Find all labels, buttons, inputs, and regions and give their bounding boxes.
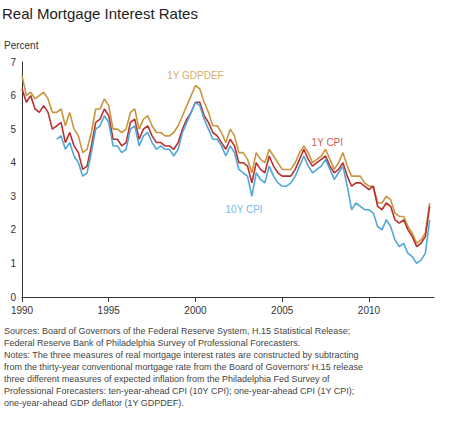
- svg-text:2000: 2000: [184, 305, 207, 316]
- svg-text:2005: 2005: [271, 305, 294, 316]
- svg-text:Percent: Percent: [4, 40, 39, 51]
- svg-text:1990: 1990: [11, 305, 34, 316]
- svg-text:1: 1: [10, 258, 16, 269]
- svg-text:1995: 1995: [98, 305, 121, 316]
- svg-text:1Y GDPDEF: 1Y GDPDEF: [167, 70, 224, 81]
- svg-text:7: 7: [10, 57, 16, 68]
- svg-text:one-year-ahead GDP deflator (1: one-year-ahead GDP deflator (1Y GDPDEF).: [4, 398, 184, 408]
- svg-text:from the thirty-year conventio: from the thirty-year conventional mortga…: [4, 362, 363, 372]
- svg-text:1Y CPI: 1Y CPI: [312, 137, 344, 148]
- svg-text:2010: 2010: [358, 305, 381, 316]
- svg-text:Federal Reserve Bank of Philad: Federal Reserve Bank of Philadelphia Sur…: [4, 338, 300, 348]
- svg-text:Real Mortgage Interest Rates: Real Mortgage Interest Rates: [2, 5, 198, 22]
- svg-text:Sources: Board of Governors of: Sources: Board of Governors of the Feder…: [4, 326, 350, 336]
- svg-text:0: 0: [10, 292, 16, 303]
- svg-text:three different measures of ex: three different measures of expected inf…: [4, 374, 330, 384]
- svg-text:3: 3: [10, 191, 16, 202]
- svg-text:4: 4: [10, 157, 16, 168]
- svg-text:6: 6: [10, 90, 16, 101]
- svg-text:Professional Forecasters: ten-: Professional Forecasters: ten-year-ahead…: [4, 386, 354, 396]
- svg-text:10Y CPI: 10Y CPI: [226, 204, 263, 215]
- svg-text:5: 5: [10, 124, 16, 135]
- svg-text:2: 2: [10, 224, 16, 235]
- svg-text:Notes: The three measures of r: Notes: The three measures of real mortga…: [4, 350, 359, 360]
